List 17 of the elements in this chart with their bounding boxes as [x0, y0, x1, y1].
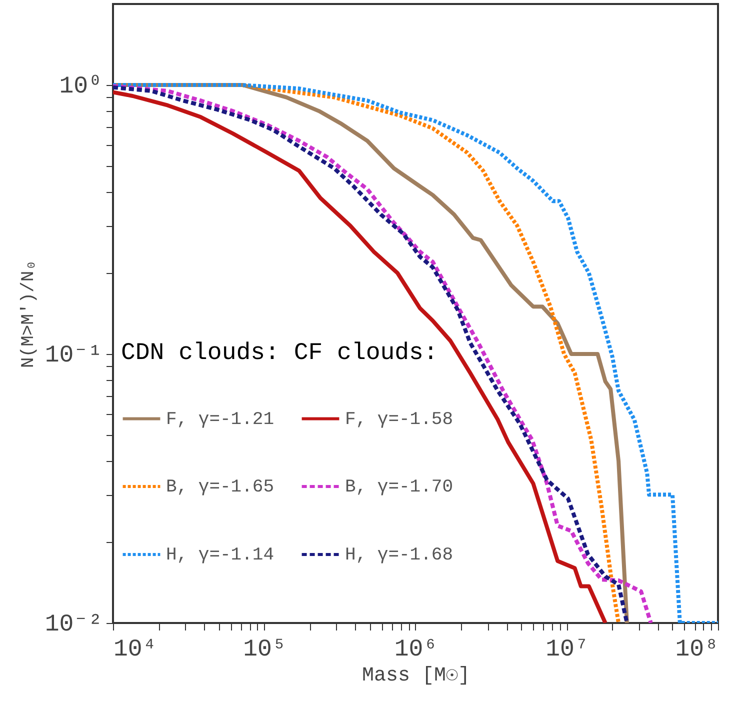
legend-title: CDN clouds: CF clouds: [121, 340, 438, 367]
y-tick-label: 10⁰ [59, 73, 102, 100]
legend-label: F, γ=-1.21 [166, 410, 274, 430]
x-tick-label: 10⁷ [546, 636, 589, 664]
x-tick-label: 10⁸ [675, 636, 718, 664]
legend-label: H, γ=-1.68 [345, 546, 454, 566]
y-tick-label: 10⁻¹ [44, 342, 102, 370]
legend-label: F, γ=-1.58 [345, 410, 454, 430]
x-axis-title: Mass [M☉] [362, 664, 470, 688]
x-tick-label: 10⁴ [114, 636, 157, 664]
legend-label: H, γ=-1.14 [166, 546, 274, 566]
x-tick-label: 10⁶ [394, 636, 438, 664]
x-tick-label: 10⁵ [243, 636, 286, 664]
y-axis-title: N(M>M′)/N₀ [18, 260, 39, 368]
legend-label: B, γ=-1.70 [345, 478, 454, 498]
y-tick-label: 10⁻² [44, 612, 102, 638]
legend-label: B, γ=-1.65 [166, 478, 274, 498]
